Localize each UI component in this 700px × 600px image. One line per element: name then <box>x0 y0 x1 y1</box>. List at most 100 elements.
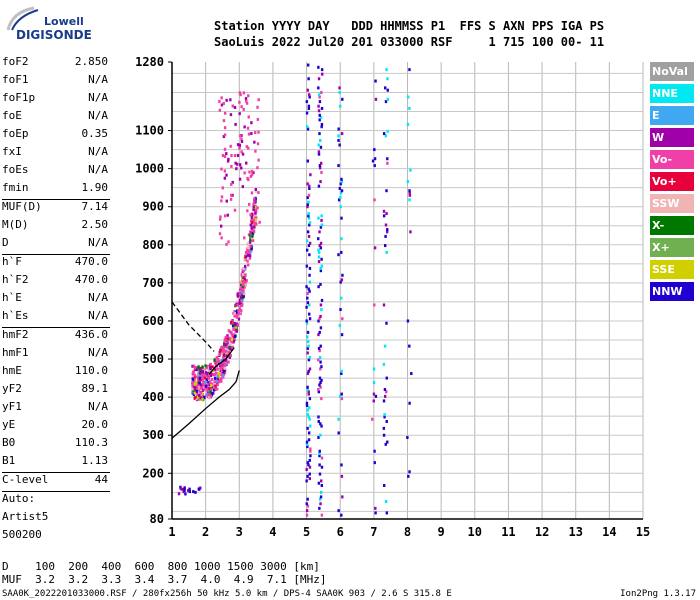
echo-point <box>254 207 257 211</box>
noise-point <box>320 125 323 129</box>
noise-point <box>306 88 309 92</box>
noise-point <box>406 95 410 99</box>
echo-point <box>250 169 254 173</box>
echo-point <box>229 343 232 347</box>
noise-point <box>307 392 310 396</box>
noise-point <box>184 492 187 496</box>
echo-point <box>247 132 251 136</box>
echo-point <box>223 155 227 159</box>
noise-point <box>309 447 312 451</box>
param-value: 436.0 <box>74 328 108 341</box>
param-row: D N/A <box>2 236 110 254</box>
noise-point <box>317 436 320 440</box>
noise-point <box>386 88 389 92</box>
noise-point <box>319 180 322 184</box>
x-tick-label: 4 <box>269 525 276 539</box>
echo-point <box>245 145 249 149</box>
echo-point <box>195 383 198 387</box>
noise-point <box>306 301 310 305</box>
echo-point <box>220 367 223 371</box>
noise-point <box>319 360 322 364</box>
echo-point <box>204 364 207 368</box>
echo-point <box>247 115 250 119</box>
echo-point <box>244 279 247 283</box>
noise-point <box>319 161 323 165</box>
echo-point <box>197 365 200 369</box>
noise-point <box>308 367 312 371</box>
param-label: fxI <box>2 145 22 158</box>
noise-point <box>307 216 311 220</box>
echo-point <box>242 287 245 291</box>
noise-point <box>338 86 341 90</box>
echo-point <box>246 242 250 246</box>
logo-text-digisonde: DIGISONDE <box>16 28 92 42</box>
noise-point <box>386 228 389 232</box>
noise-point <box>337 417 340 421</box>
noise-point <box>305 404 309 408</box>
noise-point <box>320 397 323 401</box>
x-tick-label: 8 <box>404 525 411 539</box>
noise-point <box>382 433 386 437</box>
echo-point <box>247 263 250 267</box>
echo-point <box>232 311 235 315</box>
echo-point <box>198 388 201 392</box>
echo-point <box>196 387 200 391</box>
noise-point <box>319 269 323 273</box>
noise-point <box>317 260 321 264</box>
echo-point <box>191 387 194 391</box>
noise-point <box>308 312 311 316</box>
echo-point <box>232 339 236 343</box>
echo-point <box>243 267 247 271</box>
y-tick-label: 500 <box>142 352 164 366</box>
noise-point <box>340 180 344 184</box>
noise-point <box>384 234 387 238</box>
echo-point <box>220 103 224 107</box>
echo-point <box>213 376 217 380</box>
legend-item: E <box>650 106 694 125</box>
noise-point <box>386 161 389 165</box>
params-separator <box>2 327 110 328</box>
noise-point <box>338 104 342 108</box>
noise-point <box>319 266 322 270</box>
noise-point <box>340 177 343 181</box>
echo-point <box>230 182 233 186</box>
echo-point <box>236 300 239 304</box>
noise-point <box>305 305 308 309</box>
noise-point <box>320 456 324 460</box>
noise-point <box>307 358 311 362</box>
noise-point <box>340 372 343 376</box>
noise-point <box>318 138 322 142</box>
echo-point <box>198 391 201 395</box>
noise-point <box>305 479 308 483</box>
noise-point <box>318 100 322 104</box>
echo-point <box>201 370 204 374</box>
echo-point <box>218 108 222 112</box>
echo-point <box>234 122 237 126</box>
param-value: N/A <box>88 73 108 86</box>
param-label: foF1 <box>2 73 29 86</box>
echo-point <box>242 272 245 276</box>
noise-point <box>308 417 311 421</box>
noise-point <box>306 426 309 430</box>
param-row: hmE 110.0 <box>2 364 110 382</box>
echo-point <box>255 216 258 220</box>
echo-point <box>209 381 212 385</box>
noise-point <box>179 487 182 491</box>
noise-point <box>318 356 322 360</box>
echo-point <box>194 396 197 400</box>
param-row: Auto: <box>2 492 110 510</box>
noise-point <box>305 440 309 444</box>
noise-point <box>382 362 386 366</box>
noise-point <box>384 442 387 446</box>
echo-point <box>225 354 229 358</box>
echo-point <box>233 312 236 316</box>
x-tick-label: 10 <box>468 525 482 539</box>
trace-echo-trace <box>208 347 235 375</box>
noise-point <box>305 442 309 446</box>
echo-point <box>229 197 233 201</box>
echo-point <box>229 113 233 117</box>
echo-point <box>232 337 236 341</box>
echo-point <box>228 336 231 340</box>
noise-point <box>374 394 378 398</box>
